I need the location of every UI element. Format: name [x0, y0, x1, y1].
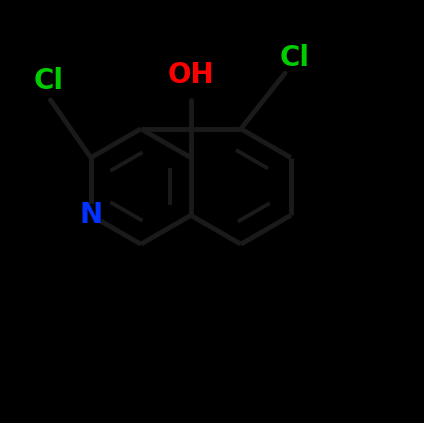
- Text: N: N: [79, 201, 103, 229]
- Circle shape: [80, 205, 102, 226]
- Circle shape: [35, 67, 62, 94]
- Circle shape: [281, 44, 308, 71]
- Text: Cl: Cl: [33, 67, 64, 95]
- Circle shape: [176, 60, 206, 91]
- Text: OH: OH: [167, 61, 214, 89]
- Text: Cl: Cl: [280, 44, 310, 71]
